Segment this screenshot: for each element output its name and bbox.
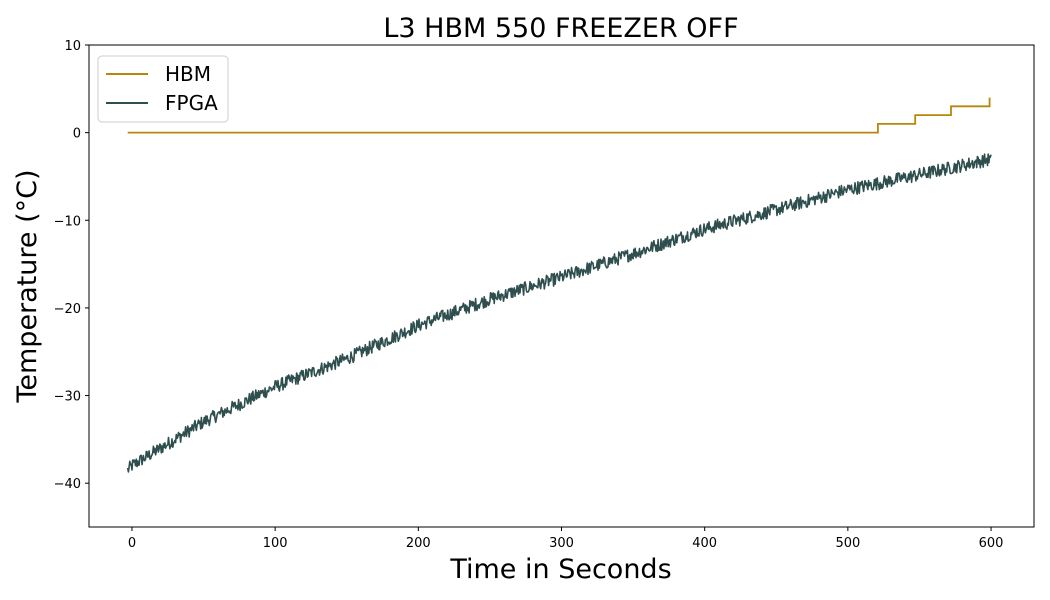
x-axis: 0 100 200 300 400 500 600 [128, 527, 1004, 551]
y-tick-label: 0 [73, 127, 81, 142]
x-tick-label: 400 [692, 536, 717, 551]
x-tick-label: 300 [549, 536, 574, 551]
series-line-fpga [126, 153, 992, 473]
y-tick-label: −40 [54, 477, 81, 492]
legend-label-fpga: FPGA [165, 91, 218, 115]
y-axis: −40 −30 −20 −10 0 10 [54, 39, 89, 492]
x-tick-label: 500 [835, 536, 860, 551]
legend-box [97, 55, 229, 123]
plot-area [126, 97, 992, 473]
y-tick-label: −10 [54, 214, 81, 229]
x-tick-label: 200 [406, 536, 431, 551]
series-line-hbm [127, 97, 991, 134]
y-tick-label: 10 [64, 39, 81, 54]
x-tick-label: 600 [979, 536, 1004, 551]
axes-frame [88, 44, 1035, 528]
legend-label-hbm: HBM [165, 62, 211, 86]
x-tick-label: 0 [128, 536, 136, 551]
x-axis-label: Time in Seconds [449, 554, 671, 585]
chart-title: L3 HBM 550 FREEZER OFF [383, 13, 738, 44]
legend: HBM FPGA [97, 55, 229, 123]
y-tick-label: −30 [54, 390, 81, 405]
x-tick-label: 100 [263, 536, 288, 551]
y-tick-label: −20 [54, 302, 81, 317]
y-axis-label: Temperature (°C) [12, 169, 43, 403]
